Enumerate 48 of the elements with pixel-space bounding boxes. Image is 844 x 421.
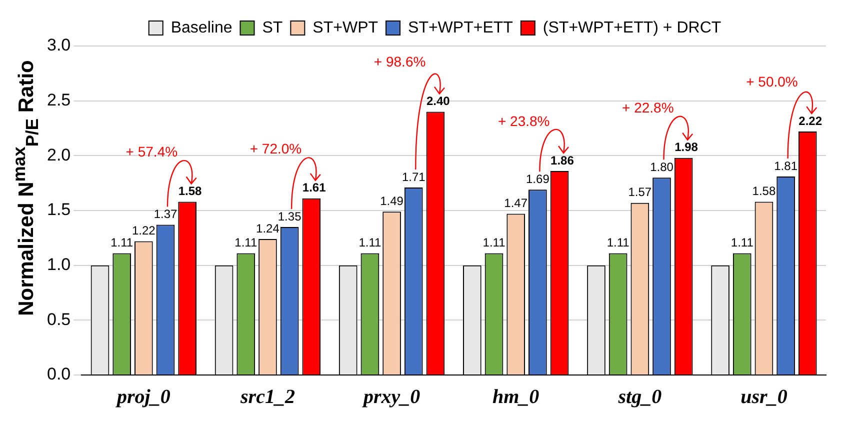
data-label: 2.40 [426,94,450,108]
data-label: 1.24 [256,221,280,236]
legend-label: ST+WPT [312,19,378,36]
legend-label: ST+WPT+ETT [408,19,514,36]
x-tick-label: prxy_0 [361,386,420,408]
data-label: 1.98 [674,140,698,154]
data-label: 1.35 [278,209,302,224]
y-tick-label: 0.0 [46,364,71,384]
legend-label: ST [262,19,283,36]
y-tick-label: 2.0 [46,145,71,164]
data-label: 1.49 [380,194,404,208]
annotation: + 23.8% [498,112,550,129]
data-label: 1.47 [504,196,528,210]
y-tick-label: 2.5 [46,90,71,110]
data-label: 2.22 [798,114,822,128]
data-label: 1.58 [752,184,776,198]
data-label: 1.11 [358,236,382,250]
data-label: 1.61 [302,180,326,195]
x-tick-label: usr_0 [740,386,788,408]
x-tick-label: stg_0 [617,386,662,408]
annotation: + 72.0% [250,140,302,156]
x-tick-label: hm_0 [492,386,540,408]
data-label: 1.11 [482,236,506,250]
annotation: + 98.6% [374,54,426,70]
data-label: 1.86 [550,153,574,168]
data-label: 1.69 [526,172,550,186]
y-tick-label: 1.0 [46,255,71,274]
data-label: 1.11 [606,236,630,250]
data-label: 1.22 [132,224,156,238]
data-label: 1.57 [628,185,652,200]
data-label: 1.11 [110,236,134,250]
y-tick-label: 1.5 [46,200,71,220]
annotation: + 57.4% [126,144,178,160]
data-label: 1.37 [154,207,178,222]
data-label: 1.80 [650,160,674,174]
x-tick-label: src1_2 [240,386,295,408]
data-label: 1.58 [178,184,202,198]
annotation: + 50.0% [746,73,798,90]
data-label: 1.11 [234,236,258,250]
legend-label: Baseline [170,19,232,36]
annotation: + 22.8% [622,100,674,116]
legend-label: (ST+WPT+ETT) + DRCT [542,19,722,36]
data-label: 1.11 [730,236,754,250]
data-label: 1.81 [774,158,798,173]
y-tick-label: 3.0 [46,36,71,55]
data-label: 1.71 [402,170,426,184]
y-tick-label: 0.5 [46,310,71,329]
x-tick-label: proj_0 [114,386,170,408]
